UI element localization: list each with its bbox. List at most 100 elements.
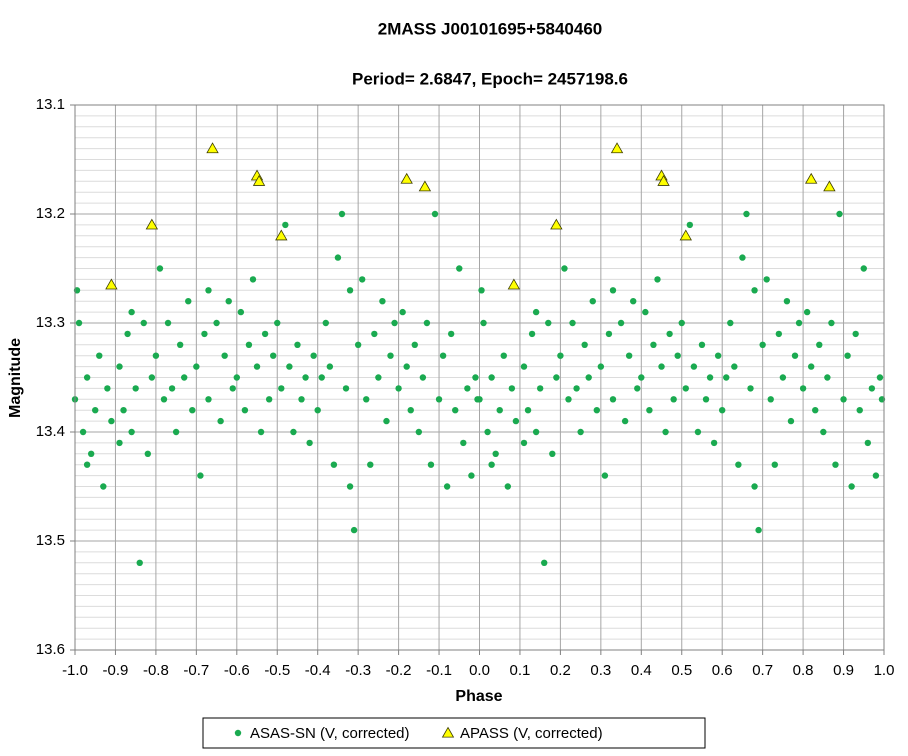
point (116, 363, 123, 370)
point (346, 287, 354, 294)
point (346, 483, 354, 490)
triangle-point (275, 229, 288, 241)
chart-title: 2MASS J00101695+5840460 (378, 19, 603, 38)
point (508, 385, 516, 392)
point (488, 461, 495, 468)
point (686, 221, 694, 229)
point (520, 439, 528, 447)
point (876, 374, 884, 381)
point (229, 385, 236, 392)
point (395, 385, 402, 392)
point (197, 472, 204, 479)
point (646, 407, 653, 414)
point (185, 298, 192, 305)
point (787, 417, 795, 425)
point (403, 363, 410, 370)
point (375, 374, 382, 381)
x-tick-label: 0.8 (793, 662, 814, 679)
point (682, 385, 689, 392)
point (771, 461, 778, 468)
point (367, 461, 374, 468)
point (536, 385, 544, 392)
point (427, 461, 435, 468)
triangle-point (252, 174, 266, 186)
point (698, 341, 706, 348)
point (812, 407, 819, 414)
point (447, 330, 455, 338)
point (407, 407, 414, 414)
point (605, 330, 613, 338)
x-tick-label: -0.8 (143, 662, 169, 679)
point (92, 407, 99, 414)
point (241, 407, 249, 414)
point (201, 330, 208, 338)
point (557, 352, 564, 359)
triangle-point (823, 180, 836, 192)
point (553, 374, 560, 381)
point (856, 407, 863, 414)
point (152, 352, 160, 359)
point (630, 298, 637, 305)
point (318, 374, 325, 381)
point (164, 319, 172, 327)
triangle-point (610, 142, 624, 154)
x-tick-label: -0.5 (264, 662, 290, 679)
point (658, 363, 665, 370)
point (751, 483, 758, 490)
x-tick-label: -0.7 (183, 662, 209, 679)
x-tick-label: 0.7 (752, 662, 773, 679)
point (803, 308, 811, 316)
point (225, 298, 232, 305)
point (452, 407, 459, 414)
point (848, 483, 855, 490)
point (816, 341, 823, 348)
y-tick-label: 13.3 (36, 314, 65, 331)
point (124, 330, 131, 338)
point (460, 439, 467, 447)
point (330, 461, 338, 468)
point (387, 352, 394, 359)
point (156, 265, 164, 272)
point (128, 428, 135, 436)
point (569, 319, 576, 327)
point (468, 472, 475, 479)
point (136, 559, 143, 566)
point (160, 396, 168, 403)
legend-label: APASS (V, corrected) (460, 725, 603, 742)
point (674, 352, 681, 359)
point (775, 330, 783, 338)
point (310, 352, 317, 359)
point (128, 308, 135, 316)
x-tick-label: 0.4 (631, 662, 652, 679)
point (666, 330, 673, 338)
point (213, 319, 220, 327)
point (638, 374, 645, 381)
triangle-point (507, 278, 521, 290)
point (168, 385, 176, 392)
plot-border (74, 104, 885, 651)
point (298, 396, 305, 403)
point (233, 374, 240, 381)
point (844, 352, 851, 359)
point (593, 407, 601, 414)
point (597, 363, 605, 370)
point (561, 265, 568, 272)
point (621, 417, 629, 425)
point (439, 352, 447, 359)
point (601, 472, 609, 479)
point (589, 298, 596, 305)
point (528, 330, 536, 338)
point (234, 729, 242, 737)
point (650, 341, 657, 348)
point (96, 352, 103, 359)
point (476, 396, 483, 403)
point (132, 385, 139, 392)
point (807, 363, 815, 370)
legend: ASAS-SN (V, corrected) APASS (V, correcte… (234, 725, 603, 742)
point (253, 363, 261, 370)
point (524, 407, 532, 414)
point (302, 374, 309, 381)
x-tick-label: 0.1 (510, 662, 531, 679)
point (743, 210, 750, 218)
point (783, 298, 791, 305)
